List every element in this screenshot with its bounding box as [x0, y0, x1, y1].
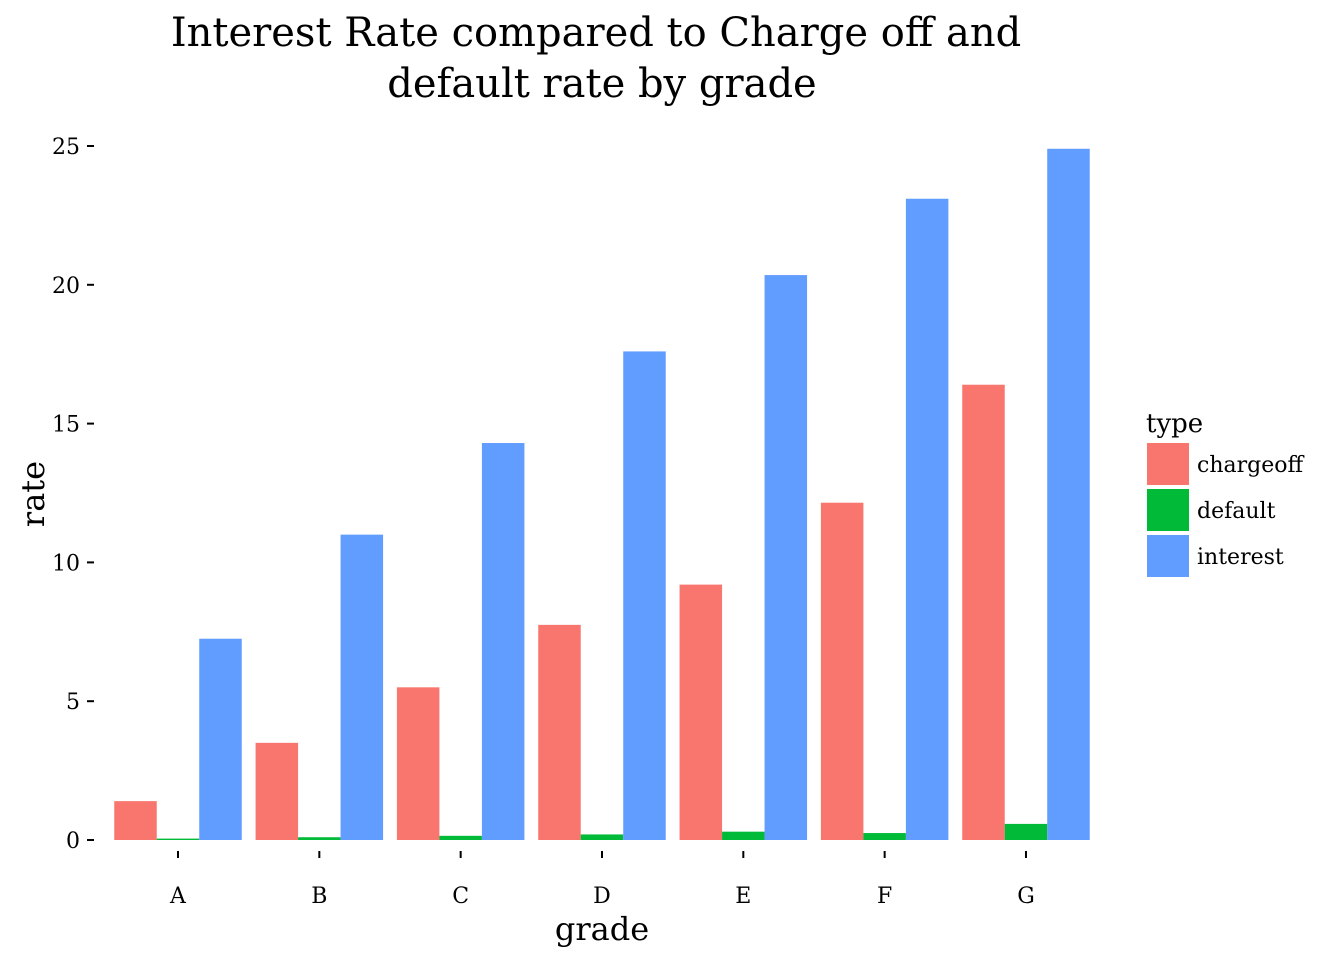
- bar-default-D: [580, 834, 624, 840]
- legend-key-chargeoff: [1147, 443, 1189, 485]
- bar-default-C: [439, 835, 482, 840]
- bar-chargeoff-F: [820, 502, 864, 840]
- x-axis-label: grade: [555, 910, 649, 948]
- legend-label-interest: interest: [1197, 545, 1284, 570]
- bar-default-F: [863, 833, 906, 840]
- bar-chargeoff-E: [679, 584, 723, 840]
- bars: [114, 148, 1090, 841]
- x-tick-label: D: [593, 884, 611, 909]
- legend-label-default: default: [1197, 499, 1276, 524]
- x-tick-label: G: [1017, 884, 1035, 909]
- x-tick-label: C: [452, 884, 469, 909]
- y-axis: 0 5 10 15 20 25: [52, 135, 94, 854]
- legend-label-chargeoff: chargeoff: [1197, 453, 1304, 478]
- y-tick-label: 10: [52, 551, 80, 576]
- x-tick-label: E: [735, 884, 751, 909]
- legend-key-interest: [1147, 535, 1189, 577]
- bar-chargeoff-B: [255, 742, 299, 840]
- bar-chargeoff-A: [114, 801, 157, 840]
- bar-interest-C: [481, 443, 525, 840]
- bar-default-G: [1004, 823, 1048, 840]
- x-tick-label: B: [311, 884, 327, 909]
- y-tick-label: 20: [52, 274, 80, 299]
- chart-title-line-1: Interest Rate compared to Charge off and: [171, 10, 1021, 56]
- y-tick-label: 15: [52, 413, 80, 438]
- legend-key-default: [1147, 489, 1189, 531]
- bar-interest-A: [199, 638, 242, 840]
- bar-default-A: [156, 838, 200, 840]
- bar-interest-E: [764, 275, 808, 841]
- bar-chargeoff-G: [962, 384, 1005, 840]
- x-axis: A B C D E F G: [169, 851, 1035, 909]
- y-tick-label: 25: [52, 135, 80, 160]
- bar-chargeoff-C: [396, 687, 440, 840]
- bar-interest-B: [340, 534, 384, 840]
- bar-chargeoff-D: [538, 624, 581, 840]
- bar-interest-F: [905, 198, 949, 840]
- bar-default-E: [722, 831, 765, 840]
- y-axis-label: rate: [14, 461, 52, 527]
- x-tick-label: A: [169, 884, 187, 909]
- bar-default-B: [298, 837, 341, 840]
- legend-title: type: [1146, 409, 1203, 439]
- y-tick-label: 0: [66, 829, 80, 854]
- chart-title-line-2: default rate by grade: [387, 61, 816, 107]
- y-tick-label: 5: [66, 690, 80, 715]
- bar-interest-D: [623, 351, 666, 840]
- chart-title: Interest Rate compared to Charge off and…: [171, 10, 1021, 107]
- x-tick-label: F: [877, 884, 892, 909]
- legend: type chargeoff default interest: [1146, 409, 1304, 577]
- bar-interest-G: [1047, 148, 1090, 840]
